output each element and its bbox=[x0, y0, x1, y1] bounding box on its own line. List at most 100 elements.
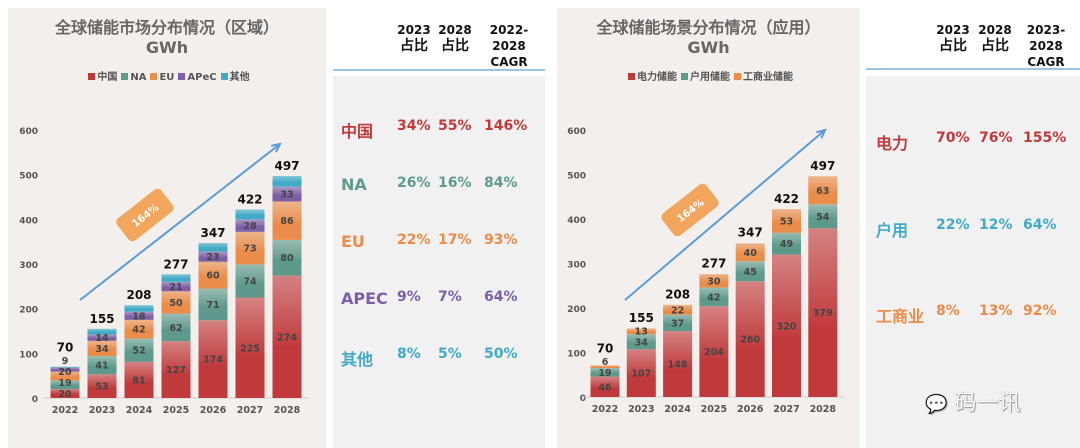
cell-cagr: 50% bbox=[484, 346, 518, 362]
bar-segment bbox=[235, 264, 265, 298]
data-label: 80 bbox=[280, 253, 294, 264]
data-label: 54 bbox=[816, 212, 830, 223]
bar-segment bbox=[161, 291, 191, 314]
col-header-2028: 2028 占比 bbox=[438, 23, 472, 54]
cell-share2023: 9% bbox=[397, 289, 421, 305]
bar-segment bbox=[87, 356, 117, 375]
data-label: 42 bbox=[707, 292, 720, 303]
bar-segment bbox=[808, 228, 838, 397]
cell-cagr: 93% bbox=[484, 232, 518, 248]
bar-segment bbox=[87, 334, 117, 341]
data-label: 260 bbox=[740, 335, 760, 346]
legend-region: 中国 NA EU APeC 其他 bbox=[8, 68, 326, 83]
total-label: 277 bbox=[163, 257, 188, 271]
col-header-2023: 2023 占比 bbox=[397, 23, 431, 54]
legend-label: 户用储能 bbox=[690, 72, 730, 83]
cell-share2028: 76% bbox=[979, 130, 1013, 146]
col-header-2023: 2023 占比 bbox=[936, 23, 970, 54]
data-label: 46 bbox=[598, 382, 612, 393]
cell-share2028: 5% bbox=[438, 346, 462, 362]
data-label: 86 bbox=[280, 216, 294, 227]
data-label: 107 bbox=[631, 369, 651, 380]
cell-cagr: 92% bbox=[1023, 303, 1057, 319]
bar-segment bbox=[735, 243, 765, 262]
data-label: 19 bbox=[58, 378, 71, 389]
data-label: 52 bbox=[132, 346, 145, 357]
data-label: 50 bbox=[169, 298, 183, 309]
data-label: 22 bbox=[671, 305, 684, 316]
x-tick-label: 2022 bbox=[592, 404, 618, 415]
cell-share2028: 13% bbox=[979, 303, 1013, 319]
legend-label: 中国 bbox=[97, 72, 118, 83]
arrow-head-icon bbox=[816, 128, 827, 139]
legend-swatch bbox=[734, 73, 741, 80]
total-label: 347 bbox=[738, 226, 763, 240]
bar-segment bbox=[699, 287, 729, 307]
data-label: 13 bbox=[635, 326, 648, 337]
bar-segment bbox=[272, 239, 302, 276]
x-tick-label: 2024 bbox=[664, 404, 691, 415]
legend-label: NA bbox=[130, 72, 147, 83]
x-tick-label: 2026 bbox=[200, 405, 227, 416]
chart-title-region: 全球储能市场分布情况（区域） GWh bbox=[8, 18, 326, 58]
data-label: 274 bbox=[277, 332, 297, 343]
total-label: 70 bbox=[597, 341, 614, 355]
total-label: 70 bbox=[57, 341, 74, 355]
y-tick-label: 200 bbox=[567, 305, 586, 315]
data-label: 81 bbox=[132, 375, 145, 386]
bar-segment bbox=[50, 367, 80, 372]
bar-segment bbox=[626, 334, 656, 350]
cell-cagr: 64% bbox=[484, 289, 518, 305]
data-label: 53 bbox=[780, 217, 793, 228]
legend-label: EU bbox=[159, 72, 175, 83]
y-tick-label: 200 bbox=[19, 306, 38, 316]
bar-segment bbox=[198, 320, 228, 398]
bar-segment bbox=[87, 328, 117, 335]
data-label: 18 bbox=[132, 311, 146, 322]
legend-swatch bbox=[681, 73, 688, 80]
data-label: 204 bbox=[704, 347, 724, 358]
col-header-cagr: 2023-2028 CAGR bbox=[1026, 23, 1066, 69]
data-label: 28 bbox=[243, 221, 257, 232]
x-tick-label: 2027 bbox=[773, 404, 799, 415]
bar-segment bbox=[124, 361, 154, 398]
bar-segment bbox=[699, 306, 729, 397]
data-label: 53 bbox=[95, 382, 108, 393]
cell-share2028: 12% bbox=[979, 217, 1013, 233]
bar-segment bbox=[198, 288, 228, 321]
table-body bbox=[866, 76, 1080, 448]
x-tick-label: 2022 bbox=[52, 405, 78, 416]
y-tick-label: 300 bbox=[19, 261, 38, 271]
title-text: 全球储能市场分布情况（区域） bbox=[54, 18, 279, 37]
chart-title-application: 全球储能场景分布情况（应用） GWh bbox=[557, 18, 860, 58]
cell-share2028: 55% bbox=[438, 118, 472, 134]
cell-name: 户用 bbox=[876, 221, 909, 240]
y-tick-label: 500 bbox=[19, 172, 38, 182]
bar-segment bbox=[124, 311, 154, 320]
data-label: 62 bbox=[169, 323, 182, 334]
total-label: 347 bbox=[200, 226, 225, 240]
bar-segment bbox=[590, 365, 620, 369]
legend-label: 工商业储能 bbox=[743, 72, 793, 83]
cell-cagr: 64% bbox=[1023, 217, 1057, 233]
badge-bg bbox=[661, 183, 719, 237]
bar-segment bbox=[735, 261, 765, 282]
watermark: 💬 码一讯 bbox=[925, 391, 1021, 416]
data-label: 21 bbox=[169, 282, 182, 293]
x-tick-label: 2028 bbox=[274, 405, 301, 416]
data-label: 37 bbox=[671, 318, 684, 329]
bar-segment bbox=[161, 274, 191, 282]
bar-segment bbox=[50, 366, 80, 368]
bar-segment bbox=[272, 201, 302, 240]
total-label: 208 bbox=[665, 287, 690, 301]
bar-segment bbox=[235, 219, 265, 232]
table-body bbox=[333, 76, 545, 448]
cell-cagr: 84% bbox=[484, 175, 518, 191]
data-label: 49 bbox=[780, 239, 793, 250]
cagr-badge: 164% bbox=[116, 188, 174, 242]
legend-swatch bbox=[88, 73, 96, 80]
data-label: 6 bbox=[602, 357, 609, 368]
bar-segment bbox=[272, 176, 302, 187]
cell-name: 电力 bbox=[876, 134, 909, 153]
arrow-head-icon bbox=[270, 142, 282, 153]
